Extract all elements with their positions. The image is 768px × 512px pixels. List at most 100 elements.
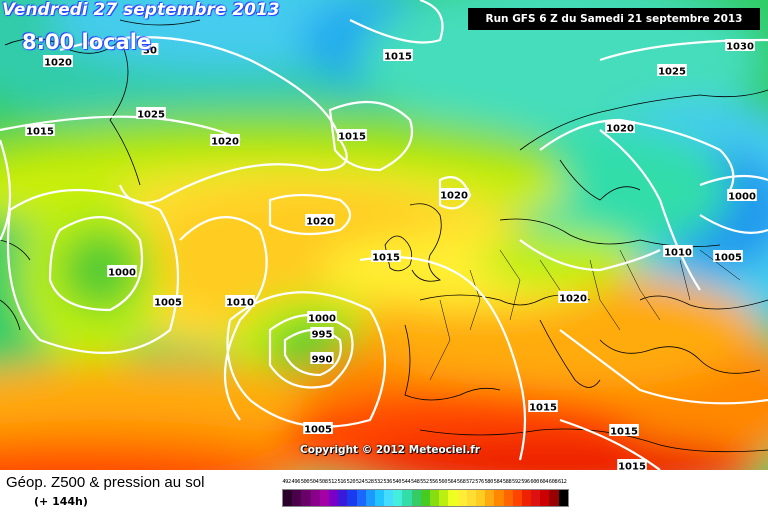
isobar-label: 1020 xyxy=(606,124,634,135)
isobar-label-box xyxy=(307,311,337,323)
isobars xyxy=(0,0,768,470)
legend-forecast-hour: (+ 144h) xyxy=(34,495,88,508)
isobar-label-box xyxy=(439,188,469,200)
scale-label: 568 xyxy=(456,479,466,485)
scale-swatch xyxy=(365,490,375,506)
isobar-label-box xyxy=(141,43,159,55)
scale-label: 612 xyxy=(557,479,567,485)
isobar-label: 990 xyxy=(312,355,333,366)
scale-swatch xyxy=(531,490,541,506)
borders xyxy=(429,249,741,381)
scale-label: 500 xyxy=(300,479,310,485)
isobar-label-box xyxy=(153,295,183,307)
isobar-label: 1015 xyxy=(384,52,412,63)
isobar-label: 30 xyxy=(143,46,157,57)
scale-swatch xyxy=(347,490,357,506)
scale-label: 572 xyxy=(466,479,475,485)
isobar-label-box xyxy=(303,422,333,434)
isobar-label: 1025 xyxy=(658,67,686,78)
scale-swatch xyxy=(512,490,522,506)
isobar-label: 1030 xyxy=(726,42,754,53)
scale-swatch xyxy=(475,490,486,506)
scale-label: 540 xyxy=(392,479,402,485)
isobar-label-box xyxy=(558,291,588,303)
isobar-label: 1005 xyxy=(304,425,332,436)
scale-swatch xyxy=(466,490,476,506)
scale-label: 564 xyxy=(447,479,457,485)
isobar-label-box xyxy=(713,250,743,262)
isobar-label: 1000 xyxy=(308,314,336,325)
scale-swatch xyxy=(310,490,320,506)
scale-label: 600 xyxy=(530,479,539,485)
scale-label: 516 xyxy=(337,479,346,485)
isobar-label: 1015 xyxy=(338,132,366,143)
scale-label: 580 xyxy=(484,479,493,485)
scale-swatch xyxy=(384,490,394,506)
isobar-labels: 30 1020 1015 1030 1025 1025 1015 1020 1015 1020 10… xyxy=(25,39,757,470)
scale-swatch xyxy=(485,490,495,506)
scale-swatch xyxy=(430,490,440,506)
scale-label: 544 xyxy=(401,479,411,485)
isobar-label-box xyxy=(107,265,137,277)
isobar-label: 1015 xyxy=(26,127,54,138)
isobar-label: 1005 xyxy=(714,253,742,264)
valid-date-title: Vendredi 27 septembre 2013 xyxy=(2,0,280,20)
isobar-label: 1020 xyxy=(44,58,72,69)
isobar-label: 1020 xyxy=(440,191,468,202)
scale-label: 576 xyxy=(475,479,484,485)
scale-swatch xyxy=(494,490,504,506)
scale-label: 596 xyxy=(521,479,530,485)
scale-swatch xyxy=(283,490,293,506)
scale-swatch xyxy=(558,490,568,506)
color-scale-bar xyxy=(282,489,569,507)
scale-swatch xyxy=(393,490,403,506)
weather-map: 30 1020 1015 1030 1025 1025 1015 1020 1015 1020 10… xyxy=(0,0,768,470)
scale-swatch xyxy=(549,490,559,506)
isobar-label-box xyxy=(337,129,367,141)
isobar-label: 1015 xyxy=(618,462,646,471)
isobar-label-box xyxy=(310,352,334,364)
isobar-label-box xyxy=(528,400,558,412)
scale-swatch xyxy=(356,490,366,506)
scale-swatch xyxy=(402,490,412,506)
scale-swatch xyxy=(374,490,385,506)
scale-swatch xyxy=(420,490,430,506)
scale-label: 608 xyxy=(548,479,558,485)
isobar-label: 1020 xyxy=(211,137,239,148)
scale-label: 496 xyxy=(291,479,301,485)
coastlines xyxy=(0,19,768,453)
scale-swatch xyxy=(338,490,348,506)
scale-label: 528 xyxy=(365,479,374,485)
isobar-label-box xyxy=(371,250,401,262)
isobar-label: 1000 xyxy=(108,268,136,279)
run-info-box: Run GFS 6 Z du Samedi 21 septembre 2013 xyxy=(468,8,760,30)
isobar-label-box xyxy=(305,214,335,226)
isobar-label: 1010 xyxy=(226,298,254,309)
geopotential-field xyxy=(0,0,768,470)
isobar-label-box xyxy=(617,459,647,470)
scale-label: 560 xyxy=(438,479,448,485)
scale-label: 512 xyxy=(328,479,337,485)
isobar-label-box xyxy=(25,124,55,136)
isobar-label-box xyxy=(383,49,413,61)
scale-swatch xyxy=(301,490,311,506)
isobar-label: 1010 xyxy=(664,248,692,259)
isobar-label-box xyxy=(43,55,73,67)
isobar-label-box xyxy=(210,134,240,146)
scale-swatch xyxy=(292,490,302,506)
isobar-label: 1025 xyxy=(137,110,165,121)
scale-label: 604 xyxy=(539,479,549,485)
isobar-label: 1000 xyxy=(728,192,756,203)
scale-swatch xyxy=(503,490,513,506)
scale-label: 592 xyxy=(512,479,521,485)
isobar-label: 1005 xyxy=(154,298,182,309)
scale-swatch xyxy=(457,490,467,506)
scale-label: 508 xyxy=(319,479,328,485)
scale-swatch xyxy=(448,490,458,506)
scale-label: 492 xyxy=(282,479,291,485)
scale-label: 520 xyxy=(346,479,356,485)
scale-label: 532 xyxy=(374,479,383,485)
isobar-label-box xyxy=(609,424,639,436)
scale-swatch xyxy=(439,490,449,506)
color-scale-labels: 492 496 500 504 508 512 516 520 524 528 532 536 540 5… xyxy=(282,479,567,488)
